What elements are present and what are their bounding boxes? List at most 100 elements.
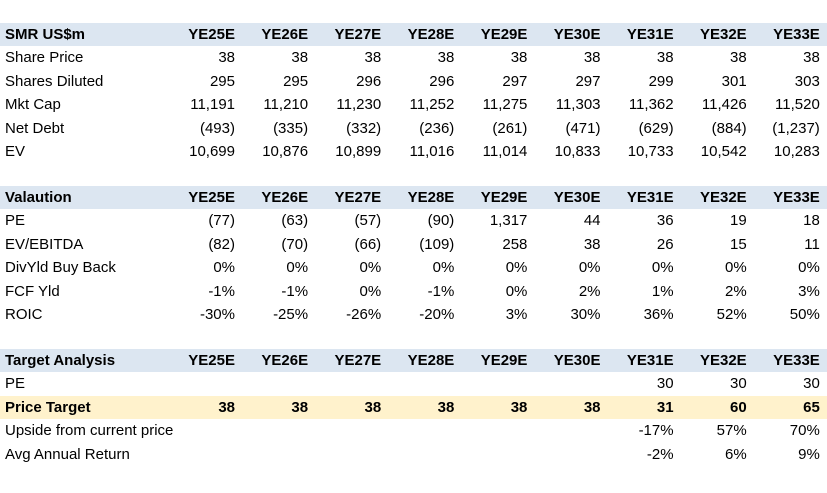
data-row: Share Price 38 38 38 38 38 38 38 38 38 bbox=[0, 46, 827, 69]
cell-value: 296 bbox=[356, 72, 382, 90]
cell-value: YE31E bbox=[626, 352, 674, 369]
cell-value: (77) bbox=[208, 212, 235, 230]
cell-value: YE31E bbox=[626, 26, 674, 43]
cell-value: YE26E bbox=[261, 352, 309, 369]
cell-value: YE32E bbox=[699, 352, 747, 369]
cell-value: YE25E bbox=[188, 26, 235, 43]
cell-value: (335) bbox=[273, 119, 309, 137]
cell-value: YE25E bbox=[188, 189, 235, 206]
cell-value: 0% bbox=[651, 259, 674, 277]
section-header: Target Analysis YE25E YE26E YE27E YE28E YE29E… bbox=[0, 349, 827, 372]
cell-value: 295 bbox=[209, 72, 235, 90]
cell-value: 38 bbox=[437, 49, 455, 67]
cell-value: (66) bbox=[354, 235, 382, 253]
section-header: Valaution YE25E YE26E YE27E YE28E YE29E YE30E Y… bbox=[0, 186, 827, 209]
cell-value: YE27E bbox=[334, 189, 382, 206]
cell-value: 11,210 bbox=[263, 96, 309, 114]
cell-value: YE27E bbox=[334, 352, 382, 369]
cell-value: 30 bbox=[803, 375, 820, 393]
cell-value: YE33E bbox=[773, 26, 820, 43]
row-label: Price Target bbox=[5, 398, 91, 416]
cell-value: YE32E bbox=[699, 26, 747, 43]
data-row: Upside from current price -17% 57% 70% bbox=[0, 419, 827, 442]
data-row: EV/EBITDA (82) (70) (66) (109) 258 38 26 15 11 bbox=[0, 233, 827, 256]
cell-value: YE33E bbox=[773, 352, 820, 369]
cell-value: 30 bbox=[656, 375, 674, 393]
cell-value: -17% bbox=[638, 422, 674, 440]
cell-value: 38 bbox=[510, 398, 528, 416]
cell-value: 30 bbox=[730, 375, 747, 393]
row-label: Avg Annual Return bbox=[5, 445, 130, 463]
cell-value: 38 bbox=[510, 49, 528, 67]
cell-value: 297 bbox=[575, 72, 601, 90]
cell-value: YE33E bbox=[773, 189, 820, 206]
data-row: EV 10,699 10,876 10,899 11,016 11,014 10,833 10… bbox=[0, 140, 827, 163]
cell-value: 11 bbox=[804, 235, 820, 253]
cell-value: (471) bbox=[565, 119, 601, 137]
cell-value: YE29E bbox=[480, 352, 528, 369]
cell-value: 10,542 bbox=[700, 143, 747, 160]
data-row: Mkt Cap 11,191 11,210 11,230 11,252 11,275 11,… bbox=[0, 93, 827, 116]
cell-value: 50% bbox=[789, 306, 820, 323]
data-row: Net Debt (493) (335) (332) (236) (261) (471) (6… bbox=[0, 117, 827, 140]
cell-value: 0% bbox=[798, 259, 820, 277]
cell-value: 26 bbox=[656, 235, 674, 253]
cell-value: (1,237) bbox=[772, 119, 820, 137]
cell-value: -1% bbox=[208, 282, 235, 300]
cell-value: 11,520 bbox=[775, 96, 820, 114]
cell-value: 38 bbox=[437, 398, 455, 416]
cell-value: 303 bbox=[794, 72, 820, 90]
cell-value: 299 bbox=[648, 72, 674, 90]
cell-value: (109) bbox=[419, 235, 455, 253]
cell-value: 38 bbox=[291, 398, 309, 416]
cell-value: (57) bbox=[354, 212, 382, 230]
cell-value: 38 bbox=[583, 235, 601, 253]
row-label: Mkt Cap bbox=[5, 96, 61, 114]
cell-value: 295 bbox=[283, 72, 309, 90]
cell-value: -1% bbox=[427, 282, 455, 300]
cell-value: 2% bbox=[578, 282, 601, 300]
row-label: Target Analysis bbox=[5, 352, 116, 369]
cell-value: YE26E bbox=[261, 189, 309, 206]
cell-value: YE31E bbox=[626, 189, 674, 206]
row-label: SMR US$m bbox=[5, 26, 86, 43]
cell-value: 0% bbox=[578, 259, 601, 277]
cell-value: 11,303 bbox=[555, 96, 601, 114]
section-header: SMR US$m YE25E YE26E YE27E YE28E YE29E YE30E YE… bbox=[0, 23, 827, 46]
data-row: DivYld Buy Back 0% 0% 0% 0% 0% 0% 0% 0% 0% bbox=[0, 256, 827, 279]
row-label: Shares Diluted bbox=[5, 72, 104, 90]
cell-value: 38 bbox=[364, 49, 382, 67]
cell-value: (82) bbox=[208, 235, 235, 253]
cell-value: 36% bbox=[643, 306, 674, 323]
cell-value: 11,362 bbox=[628, 96, 674, 114]
cell-value: 11,426 bbox=[701, 96, 747, 114]
cell-value: 44 bbox=[583, 212, 601, 230]
cell-value: 18 bbox=[803, 212, 820, 230]
cell-value: 38 bbox=[291, 49, 309, 67]
cell-value: 38 bbox=[583, 398, 601, 416]
data-row: FCF Yld -1% -1% 0% -1% 0% 2% 1% 2% 3% bbox=[0, 280, 827, 303]
cell-value: 65 bbox=[803, 398, 820, 416]
cell-value: (884) bbox=[711, 119, 747, 137]
cell-value: 31 bbox=[656, 398, 674, 416]
cell-value: 38 bbox=[803, 49, 820, 67]
cell-value: 0% bbox=[213, 259, 235, 277]
row-label: Valaution bbox=[5, 189, 72, 206]
cell-value: 10,733 bbox=[627, 143, 674, 160]
cell-value: 11,275 bbox=[482, 96, 528, 114]
cell-value: (236) bbox=[419, 119, 455, 137]
cell-value: 38 bbox=[218, 49, 235, 67]
cell-value: (332) bbox=[346, 119, 382, 137]
cell-value: 0% bbox=[505, 259, 528, 277]
cell-value: YE29E bbox=[480, 26, 528, 43]
cell-value: 9% bbox=[798, 445, 820, 463]
cell-value: YE28E bbox=[407, 26, 455, 43]
cell-value: 30% bbox=[570, 306, 601, 323]
cell-value: 38 bbox=[583, 49, 601, 67]
cell-value: YE28E bbox=[407, 352, 455, 369]
cell-value: 296 bbox=[429, 72, 455, 90]
data-row: Avg Annual Return -2% 6% 9% bbox=[0, 443, 827, 466]
cell-value: YE25E bbox=[188, 352, 235, 369]
cell-value: 15 bbox=[730, 235, 747, 253]
